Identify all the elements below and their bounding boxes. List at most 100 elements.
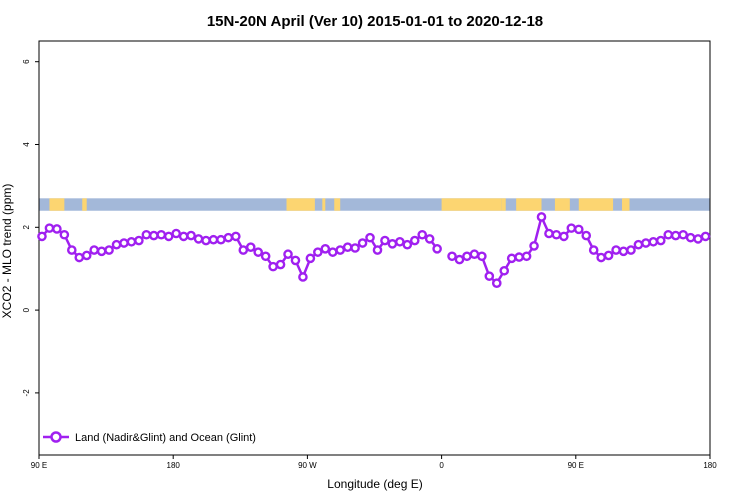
data-point: [655, 235, 666, 246]
map-strip: [39, 198, 710, 211]
y-tick-label: -2: [22, 389, 31, 397]
data-point: [424, 234, 435, 244]
data-point: [119, 238, 129, 248]
data-point: [44, 223, 55, 233]
data-point: [216, 234, 226, 245]
map-strip-land: [554, 198, 570, 211]
data-point: [581, 230, 592, 241]
data-point: [573, 224, 584, 235]
legend-label: Land (Nadir&Glint) and Ocean (Glint): [75, 432, 256, 444]
map-strip-ocean: [39, 198, 710, 211]
data-point: [588, 245, 599, 255]
data-point: [268, 261, 278, 272]
legend-marker-swatch: [50, 431, 62, 443]
data-point: [641, 238, 651, 248]
data-point: [693, 234, 703, 244]
data-point: [454, 254, 465, 265]
data-point: [298, 272, 308, 282]
data-point: [551, 229, 562, 240]
x-tick-label: 180: [167, 461, 181, 470]
data-point: [633, 239, 644, 250]
data-point: [402, 239, 413, 250]
data-point: [357, 238, 368, 248]
data-point: [96, 246, 107, 257]
x-tick-label: 90 W: [298, 461, 317, 470]
data-point: [499, 265, 510, 276]
data-point: [260, 251, 271, 262]
data-point: [141, 229, 152, 240]
data-point: [506, 253, 517, 264]
data-point: [186, 230, 196, 241]
data-point: [238, 245, 249, 255]
series-layer: [37, 212, 711, 288]
data-point: [372, 245, 383, 255]
data-point: [275, 259, 286, 270]
data-point: [626, 245, 636, 255]
data-point: [335, 245, 346, 255]
data-point: [342, 242, 353, 252]
x-tick-label: 0: [439, 461, 444, 470]
data-point: [178, 231, 189, 242]
y-tick-label: 6: [22, 59, 31, 64]
y-tick-label: 0: [22, 307, 31, 312]
data-point: [290, 255, 301, 266]
x-tick-label: 90 E: [568, 461, 584, 470]
x-axis: 90 E 180 90 W 0 90 E 180: [31, 455, 717, 470]
data-point: [387, 239, 398, 249]
data-point: [477, 251, 487, 262]
data-point: [603, 250, 614, 261]
map-strip-land: [286, 198, 315, 211]
data-point: [700, 231, 711, 242]
x-tick-label: 90 E: [31, 461, 47, 470]
data-point: [521, 251, 532, 262]
data-point: [484, 271, 495, 281]
data-point: [491, 278, 502, 288]
data-point: [223, 232, 234, 243]
data-point: [409, 235, 420, 246]
data-point: [670, 230, 681, 241]
map-strip-land: [622, 198, 630, 211]
data-point: [253, 247, 263, 257]
data-point: [126, 236, 137, 247]
map-strip-land: [501, 198, 506, 211]
data-point: [648, 236, 659, 247]
data-point: [544, 228, 554, 239]
data-point: [245, 242, 256, 252]
y-tick-label: 4: [22, 142, 31, 147]
data-point: [469, 249, 480, 260]
data-point: [59, 229, 70, 240]
data-point: [67, 245, 77, 255]
data-point: [529, 241, 539, 251]
data-point: [163, 231, 174, 242]
map-strip-land: [82, 198, 87, 211]
data-point: [380, 235, 390, 246]
data-point: [104, 245, 114, 255]
data-point: [283, 249, 293, 260]
data-point: [432, 244, 442, 254]
y-axis-label: XCO2 - MLO trend (ppm): [0, 184, 14, 319]
data-point: [365, 232, 375, 243]
y-tick-label: 2: [22, 225, 31, 230]
data-point: [111, 239, 122, 250]
data-point: [462, 251, 472, 262]
x-axis-label: Longitude (deg E): [327, 477, 422, 491]
data-point: [447, 251, 457, 262]
data-point: [536, 212, 547, 222]
data-point: [305, 253, 316, 264]
data-point: [596, 252, 606, 263]
data-point: [566, 223, 577, 233]
data-point: [678, 229, 688, 240]
data-point: [611, 245, 621, 255]
data-point: [208, 234, 219, 245]
data-point: [52, 224, 62, 234]
data-point: [156, 229, 167, 240]
x-tick-label: 180: [703, 461, 717, 470]
map-strip-land: [322, 198, 326, 211]
data-point: [149, 230, 159, 241]
data-point: [134, 235, 144, 246]
plot-frame: [38, 40, 711, 456]
data-point: [193, 234, 204, 244]
map-strip-land: [49, 198, 65, 211]
data-point: [663, 229, 674, 240]
